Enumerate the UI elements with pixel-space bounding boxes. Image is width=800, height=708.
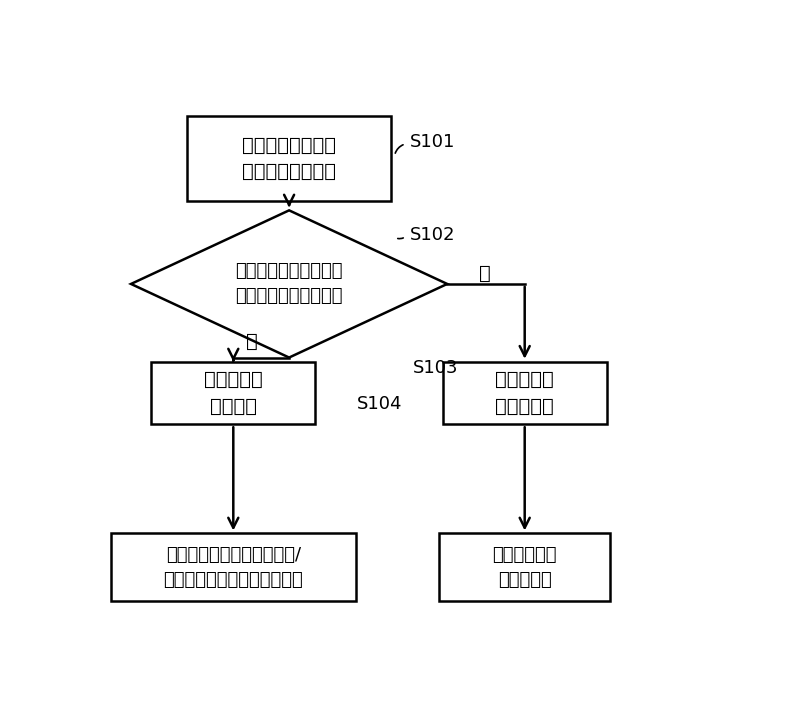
Text: 接收温度传感器检
测的第一温度信号: 接收温度传感器检 测的第一温度信号 bbox=[242, 136, 336, 181]
Text: S101: S101 bbox=[410, 133, 455, 152]
Text: 判断第一温度信号是否
处于第一温度区间内？: 判断第一温度信号是否 处于第一温度区间内？ bbox=[235, 263, 343, 305]
FancyArrowPatch shape bbox=[398, 238, 403, 239]
Text: S103: S103 bbox=[413, 360, 458, 377]
Bar bbox=[187, 116, 391, 201]
Text: 否: 否 bbox=[246, 331, 258, 350]
Text: 温度传感器
为正常状态: 温度传感器 为正常状态 bbox=[495, 370, 554, 416]
Text: 控制压缩机按照预定的关闭/
启动的时间比进行启动和关闭: 控制压缩机按照预定的关闭/ 启动的时间比进行启动和关闭 bbox=[163, 546, 303, 589]
Text: S102: S102 bbox=[410, 226, 455, 244]
Bar bbox=[442, 362, 607, 424]
Bar bbox=[151, 362, 315, 424]
Text: S104: S104 bbox=[358, 395, 403, 413]
Text: 按照预定方式
启动或关闭: 按照预定方式 启动或关闭 bbox=[493, 546, 557, 589]
Text: 是: 是 bbox=[478, 263, 490, 282]
FancyArrowPatch shape bbox=[395, 145, 403, 153]
Polygon shape bbox=[131, 210, 447, 358]
Text: 温度传感器
发生故障: 温度传感器 发生故障 bbox=[204, 370, 262, 416]
Bar bbox=[111, 533, 356, 602]
Bar bbox=[439, 533, 610, 602]
